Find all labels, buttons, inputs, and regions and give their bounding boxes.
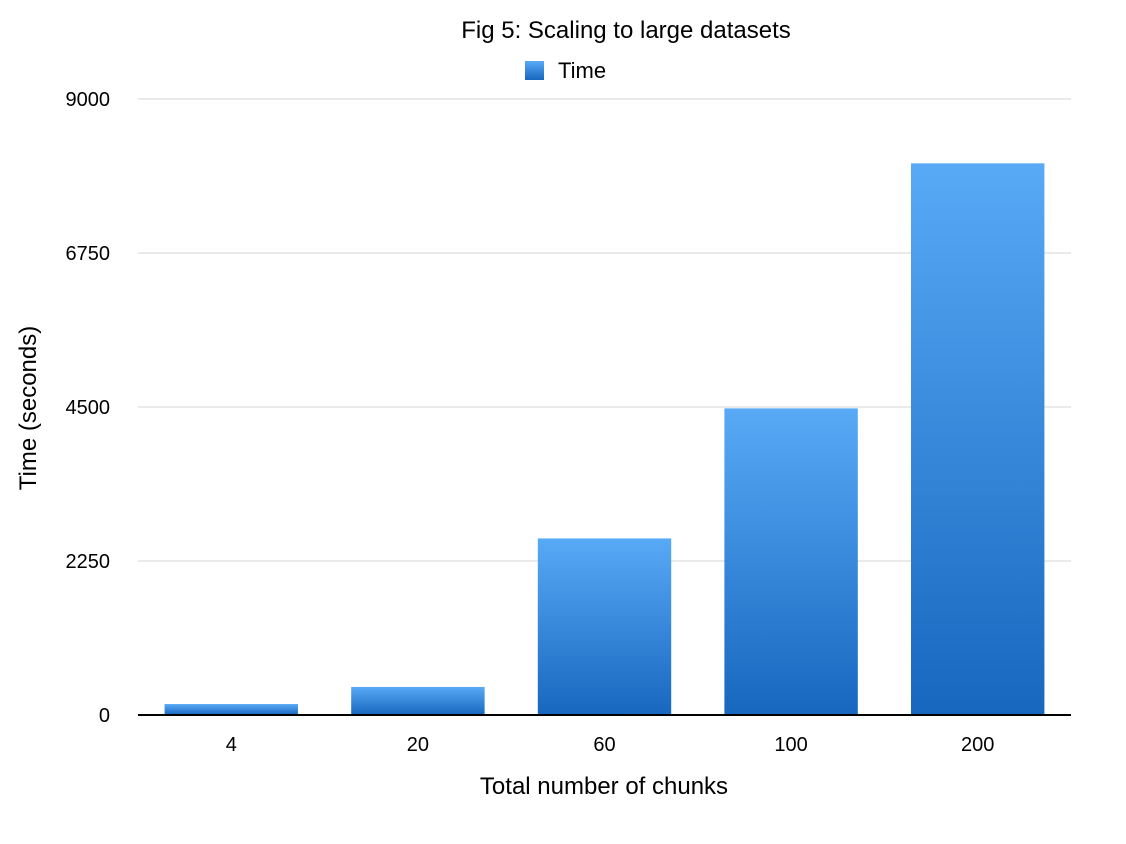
x-tick-label: 20 — [407, 734, 429, 756]
x-tick-label: 100 — [774, 734, 807, 756]
bar-200 — [910, 163, 1045, 716]
legend: Time — [525, 58, 606, 83]
legend-label-time: Time — [558, 58, 606, 83]
x-tick-label: 200 — [961, 734, 994, 756]
bar-20 — [351, 686, 485, 715]
y-tick-label: 4500 — [66, 397, 111, 419]
y-tick-label: 0 — [99, 705, 110, 727]
x-axis-label: Total number of chunks — [480, 773, 728, 800]
bar-4 — [164, 704, 299, 715]
x-tick-label: 4 — [226, 734, 237, 756]
bar-100 — [724, 408, 858, 715]
y-tick-label: 6750 — [66, 243, 111, 265]
y-axis-label: Time (seconds) — [15, 326, 42, 490]
y-tick-label: 9000 — [66, 89, 111, 111]
y-tick-label: 2250 — [66, 551, 111, 573]
bar-60 — [537, 538, 672, 715]
bars — [164, 163, 1045, 716]
legend-swatch — [525, 61, 544, 80]
y-axis-ticks: 0 2250 4500 6750 9000 — [66, 89, 111, 727]
chart-title: Fig 5: Scaling to large datasets — [461, 17, 791, 44]
x-tick-label: 60 — [593, 734, 615, 756]
x-axis-ticks: 4 20 60 100 200 — [226, 734, 995, 756]
